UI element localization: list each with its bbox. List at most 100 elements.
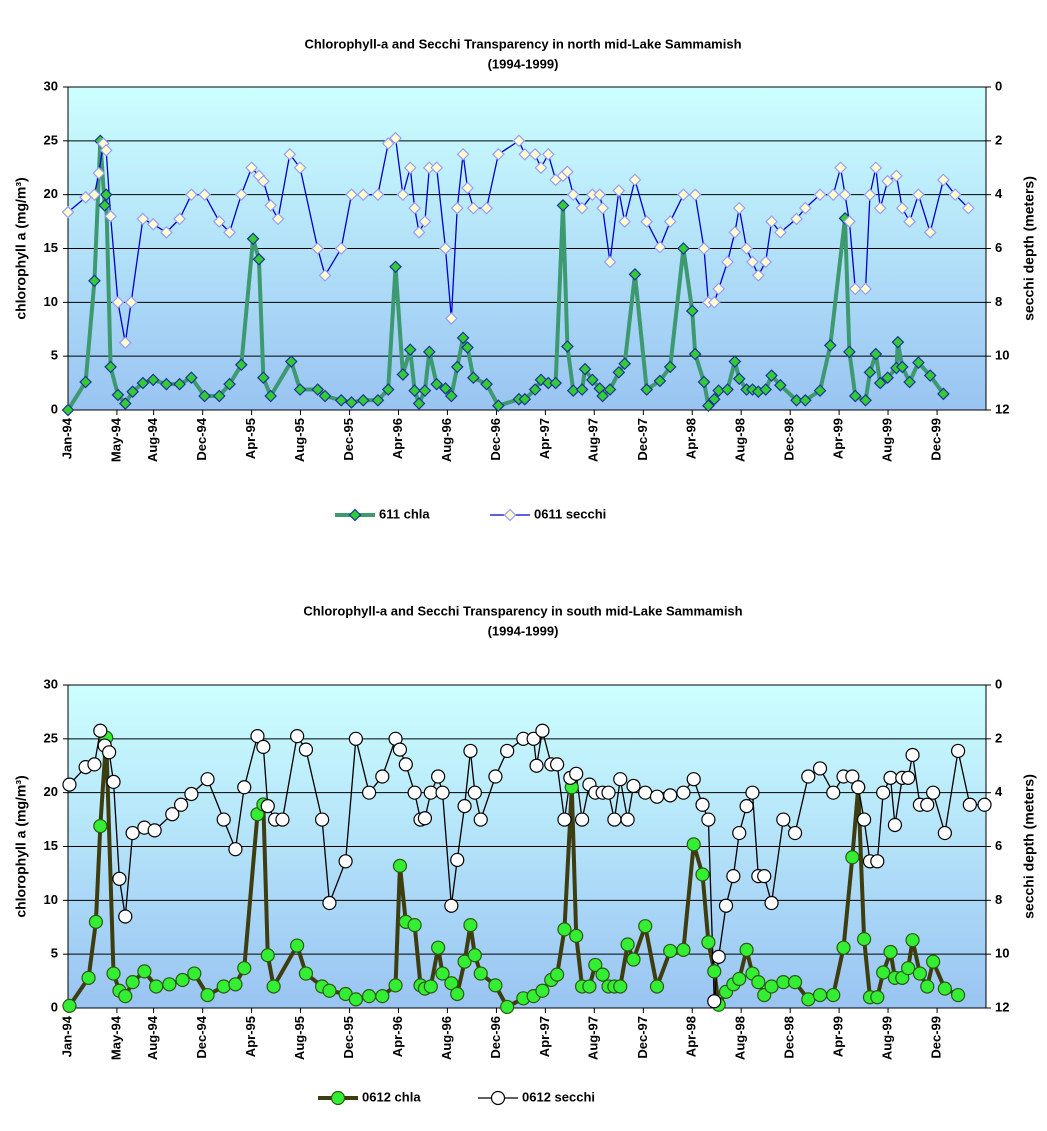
marker (450, 986, 465, 1002)
marker (322, 983, 337, 998)
marker (118, 336, 132, 350)
y-tick-label: 10 (44, 294, 58, 309)
marker (408, 201, 421, 215)
x-tick-label: Dec-96 (488, 1016, 503, 1059)
x-tick-label: Aug-99 (879, 1016, 894, 1060)
marker (104, 360, 117, 374)
marker (923, 226, 937, 239)
marker (765, 369, 778, 382)
marker (488, 769, 503, 784)
marker (318, 389, 332, 403)
marker (396, 188, 410, 202)
marker (430, 161, 444, 175)
marker (216, 979, 231, 994)
marker (528, 383, 542, 396)
marker (529, 758, 544, 773)
marker (905, 747, 920, 763)
marker (550, 967, 565, 982)
marker (721, 383, 734, 396)
x-tick-label: Aug-97 (586, 418, 601, 462)
marker (461, 341, 474, 354)
marker (118, 397, 132, 410)
marker (812, 987, 828, 1003)
marker (160, 226, 173, 239)
marker (356, 393, 370, 407)
x-tick-label: Dec-96 (488, 418, 503, 461)
marker (607, 812, 622, 827)
chart: Chlorophyll-a and Secchi Transparency in… (13, 36, 1037, 521)
marker (463, 743, 478, 759)
marker (125, 975, 140, 990)
marker (869, 161, 883, 175)
marker (926, 954, 941, 969)
y2-tick-label: 8 (995, 294, 1002, 309)
y2-tick-label: 2 (995, 730, 1002, 745)
marker (620, 937, 635, 952)
marker (707, 392, 721, 406)
marker (601, 785, 616, 800)
marker (389, 131, 402, 145)
marker (712, 282, 726, 296)
marker (618, 357, 632, 371)
marker (790, 393, 803, 407)
marker (492, 147, 505, 161)
chart-subtitle: (1994-1999) (488, 623, 559, 638)
x-tick-label: Dec-97 (635, 418, 650, 461)
marker (883, 944, 898, 960)
marker (198, 188, 211, 202)
chart: Chlorophyll-a and Secchi Transparency in… (13, 603, 1037, 1106)
marker (586, 373, 599, 387)
marker (467, 785, 482, 800)
marker (228, 842, 243, 857)
marker (356, 188, 370, 202)
marker (418, 384, 432, 397)
marker (676, 785, 691, 800)
marker (923, 369, 937, 382)
legend-label: 0611 secchi (534, 506, 606, 521)
marker (93, 723, 108, 738)
marker (275, 812, 290, 827)
marker (677, 242, 690, 255)
marker (431, 769, 446, 784)
marker (732, 825, 747, 841)
marker (663, 943, 678, 959)
marker (467, 371, 480, 385)
y2-axis-label: secchi depth (meters) (1021, 774, 1037, 919)
y2-tick-label: 12 (995, 401, 1009, 416)
marker (798, 201, 812, 215)
marker (746, 255, 759, 269)
marker (751, 975, 766, 990)
legend-label: 611 chla (379, 506, 430, 521)
marker (628, 267, 642, 281)
y-axis-label: chlorophyll a (mg/m³) (13, 177, 29, 319)
marker (125, 825, 140, 841)
y-tick-label: 0 (51, 401, 58, 416)
y-tick-label: 5 (51, 348, 58, 363)
marker (334, 242, 348, 255)
marker (136, 212, 150, 226)
marker (223, 377, 236, 391)
marker (228, 977, 243, 992)
marker (834, 161, 847, 175)
marker (147, 823, 162, 838)
x-tick-label: Apr-99 (831, 418, 846, 459)
marker (98, 199, 112, 212)
marker (751, 269, 765, 282)
marker (856, 931, 872, 947)
y2-tick-label: 0 (995, 676, 1002, 691)
y2-tick-label: 6 (995, 240, 1002, 255)
marker (566, 188, 580, 202)
marker (137, 964, 152, 979)
marker (739, 799, 754, 814)
marker (887, 817, 903, 833)
marker (298, 742, 314, 757)
y2-tick-label: 8 (995, 892, 1002, 907)
marker (826, 987, 841, 1003)
marker (612, 365, 626, 379)
x-tick-label: Apr-96 (390, 418, 405, 459)
marker (663, 360, 677, 374)
marker (162, 977, 177, 992)
marker (290, 938, 305, 953)
chart-title: Chlorophyll-a and Secchi Transparency in… (304, 36, 741, 51)
marker (407, 917, 422, 933)
